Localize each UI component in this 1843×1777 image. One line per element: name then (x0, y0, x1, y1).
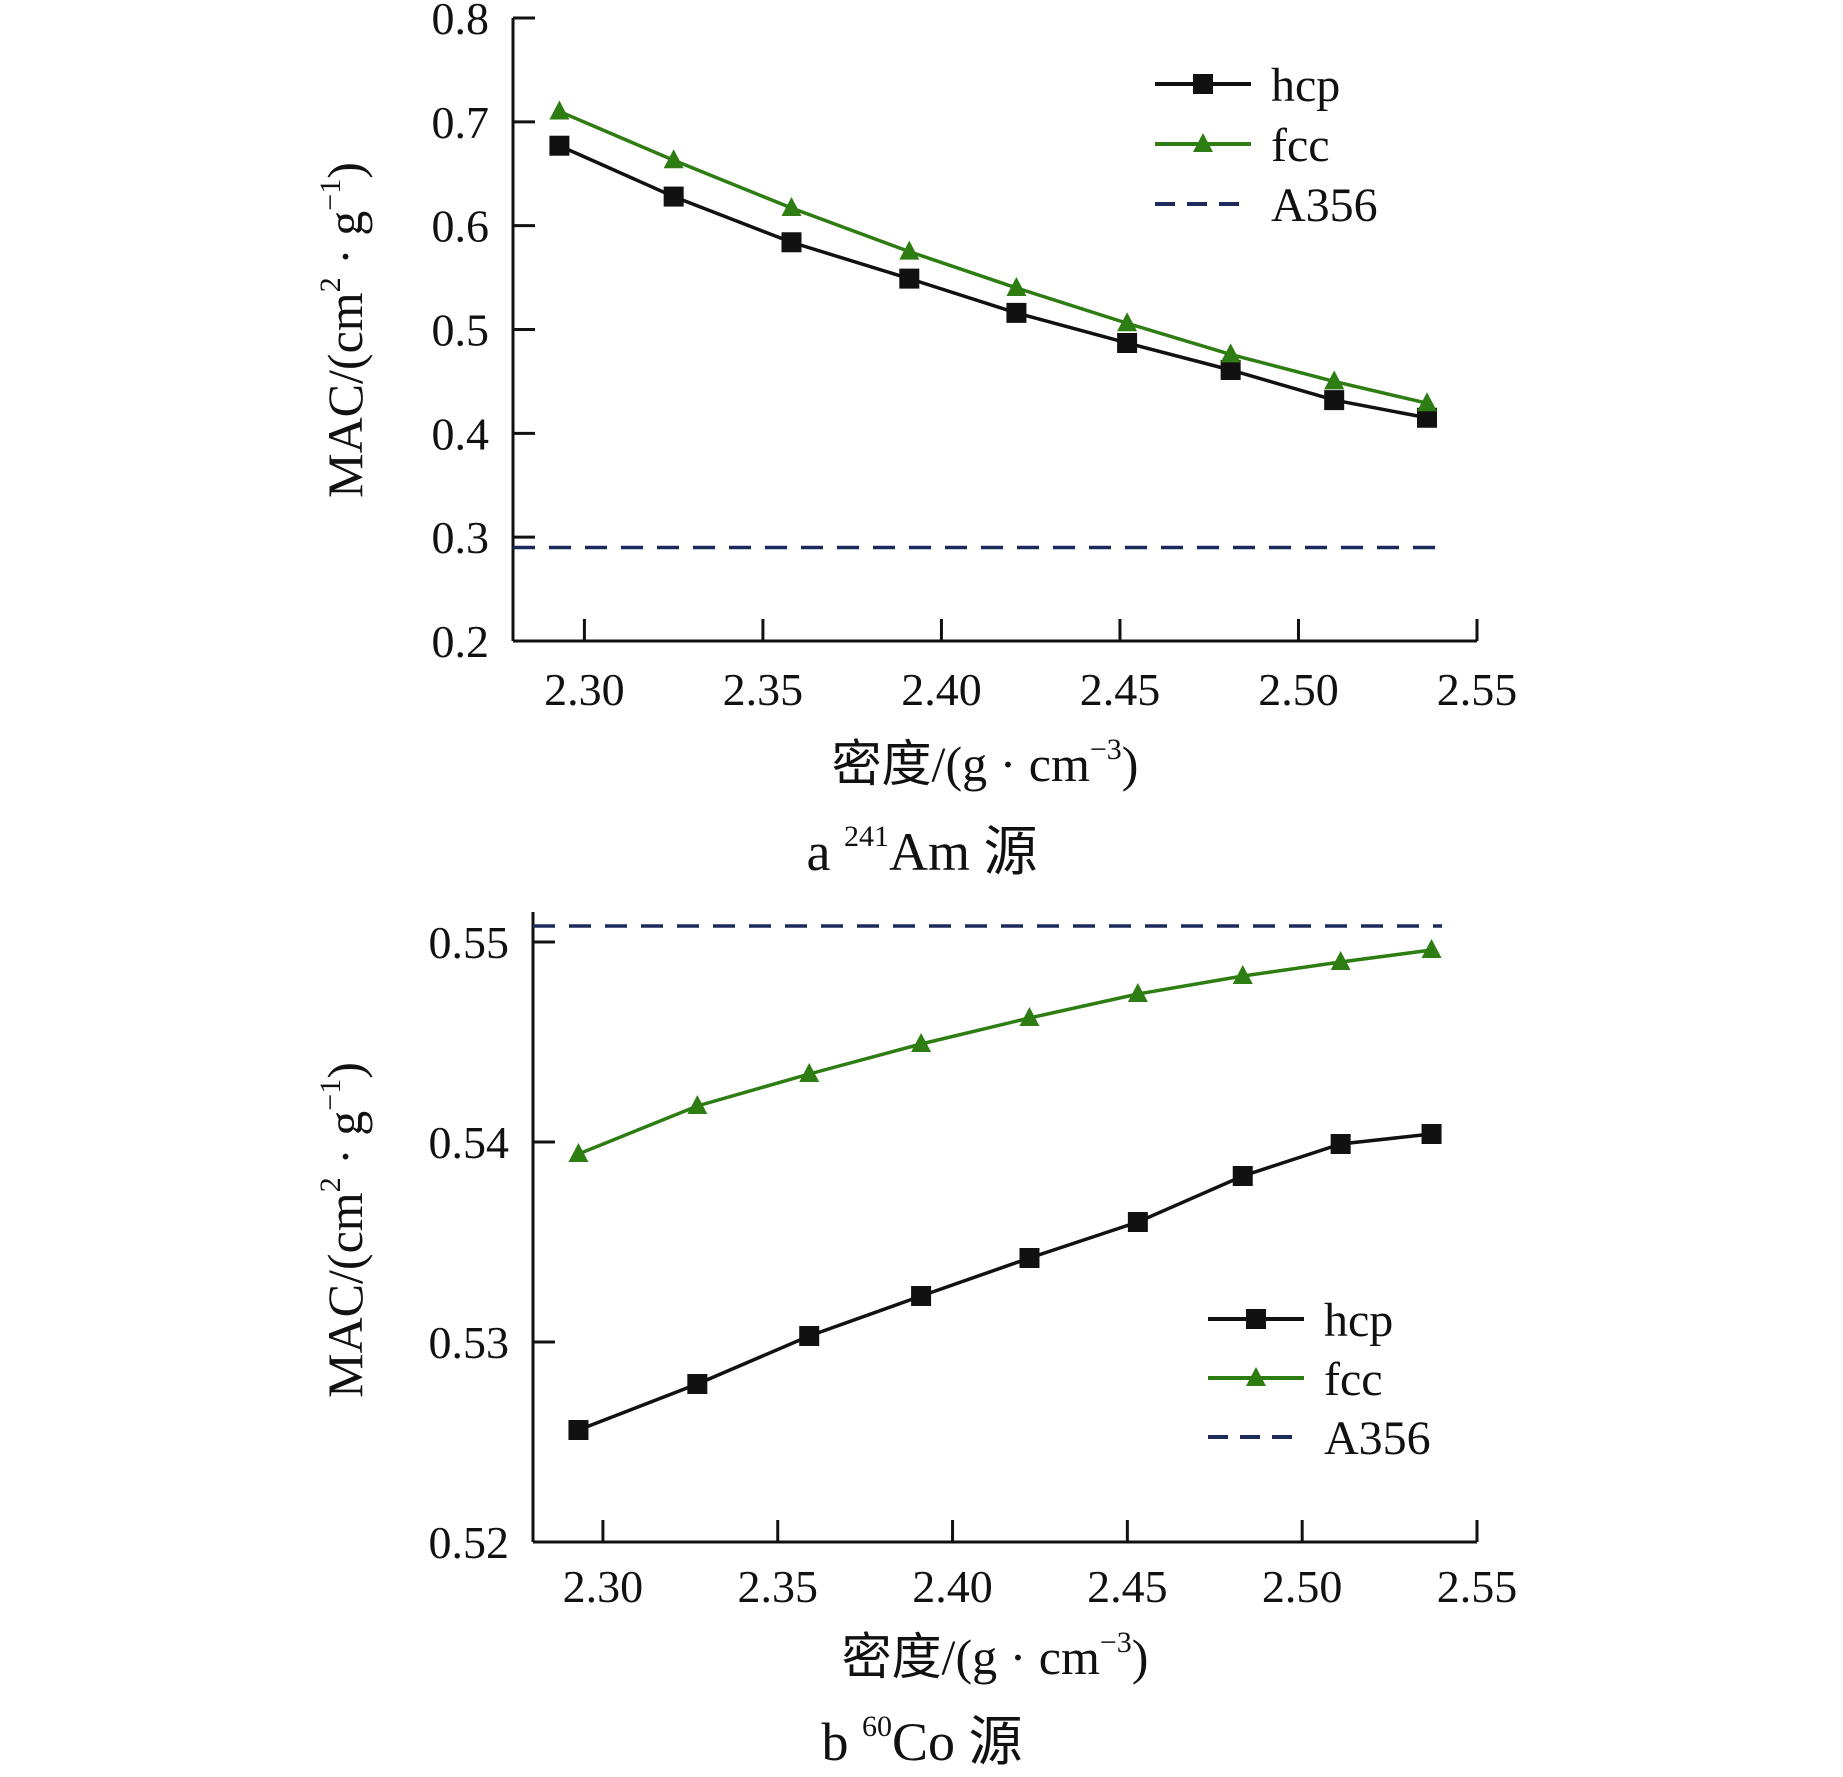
x-tick-label: 2.50 (1258, 664, 1339, 715)
data-point-triangle (911, 1033, 932, 1052)
axes (531, 912, 1477, 1544)
data-point-square (1220, 359, 1241, 380)
data-point-square (549, 135, 570, 156)
data-point-square (568, 1420, 589, 1440)
legend-marker-square (1246, 1309, 1266, 1329)
legend-label: A356 (1324, 1412, 1431, 1465)
legend: hcp fcc A356 (1155, 59, 1378, 232)
series-hcp (568, 1124, 1442, 1440)
data-point-square (1324, 390, 1345, 411)
y-tick-label: 0.55 (429, 917, 510, 968)
data-point-triangle (663, 149, 684, 169)
data-point-triangle (1220, 343, 1241, 363)
y-tick-label: 0.6 (432, 201, 490, 252)
x-tick-label: 2.50 (1262, 1561, 1343, 1612)
data-point-triangle (1232, 965, 1253, 984)
x-tick-label: 2.30 (544, 664, 625, 715)
x-tick-label: 2.55 (1437, 1561, 1518, 1612)
data-point-triangle (1006, 276, 1027, 296)
y-tick-label: 0.2 (432, 616, 490, 667)
data-point-square (1006, 302, 1027, 323)
panel-caption: b 60Co 源 (821, 1710, 1022, 1772)
legend-marker-triangle (1246, 1367, 1266, 1386)
x-tick-label: 2.40 (912, 1561, 993, 1612)
x-tick-label: 2.35 (737, 1561, 818, 1612)
data-point-square (1417, 407, 1438, 428)
legend-label: hcp (1271, 59, 1340, 112)
data-point-square (1127, 1212, 1148, 1232)
data-point-square (1232, 1166, 1253, 1186)
legend-label: fcc (1324, 1353, 1383, 1406)
data-point-triangle (1324, 370, 1345, 390)
x-tick-label: 2.40 (901, 664, 982, 715)
data-point-triangle (781, 197, 802, 217)
data-point-square (663, 186, 684, 207)
data-point-triangle (899, 240, 920, 260)
x-tick-label: 2.55 (1437, 664, 1518, 715)
data-point-square (899, 268, 920, 289)
series-fcc (568, 939, 1442, 1162)
chart-panel-b: 2.30 2.35 2.40 2.45 2.50 2.55 0.52 0.53 0.54 0.55… (314, 912, 1517, 1772)
legend: hcp fcc A356 (1208, 1294, 1431, 1465)
data-point-triangle (568, 1143, 589, 1162)
data-point-triangle (1330, 951, 1351, 970)
series-line-fcc (577, 948, 1432, 1156)
y-tick-label: 0.4 (432, 408, 490, 459)
data-point-triangle (1421, 939, 1442, 958)
y-axis-title: MAC/(cm2 · g−1) (314, 1062, 373, 1398)
legend-label: fcc (1271, 119, 1330, 172)
panel-caption: a 241Am 源 (807, 820, 1038, 882)
data-point-triangle (1127, 983, 1148, 1002)
legend-label: A356 (1271, 179, 1378, 232)
data-point-triangle (799, 1063, 820, 1082)
y-tick-label: 0.53 (429, 1317, 510, 1368)
legend-marker-triangle (1193, 133, 1213, 152)
data-point-square (781, 232, 802, 253)
data-point-square (799, 1326, 820, 1346)
series-fcc (549, 100, 1438, 412)
data-point-triangle (1417, 392, 1438, 412)
legend-marker-square (1193, 74, 1213, 94)
x-tick-label: 2.30 (563, 1561, 644, 1612)
y-tick-label: 0.52 (429, 1517, 510, 1568)
data-point-triangle (549, 100, 570, 120)
data-point-triangle (1019, 1007, 1040, 1026)
x-axis-title: 密度/(g · cm−3) (842, 1626, 1149, 1685)
data-point-square (687, 1374, 708, 1394)
x-tick-label: 2.45 (1087, 1561, 1168, 1612)
series-hcp (549, 135, 1438, 428)
data-point-square (1117, 332, 1138, 353)
data-point-triangle (687, 1095, 708, 1114)
data-point-triangle (1117, 312, 1138, 332)
y-tick-label: 0.3 (432, 512, 490, 563)
y-tick-label: 0.54 (429, 1117, 510, 1168)
x-tick-label: 2.35 (723, 664, 804, 715)
legend-label: hcp (1324, 1294, 1393, 1347)
x-tick-label: 2.45 (1080, 664, 1161, 715)
data-point-square (1330, 1134, 1351, 1154)
y-tick-label: 0.5 (432, 305, 490, 356)
data-point-square (1421, 1124, 1442, 1144)
data-point-square (1019, 1248, 1040, 1268)
chart-panel-a: 2.30 2.35 2.40 2.45 2.50 2.55 0.2 0.3 0.4 0.5 0.6 0… (314, 0, 1517, 882)
y-axis-title: MAC/(cm2 · g−1) (314, 162, 373, 498)
y-tick-label: 0.8 (432, 0, 490, 44)
x-axis-title: 密度/(g · cm−3) (832, 733, 1139, 792)
y-tick-label: 0.7 (432, 97, 490, 148)
data-point-square (911, 1286, 932, 1306)
